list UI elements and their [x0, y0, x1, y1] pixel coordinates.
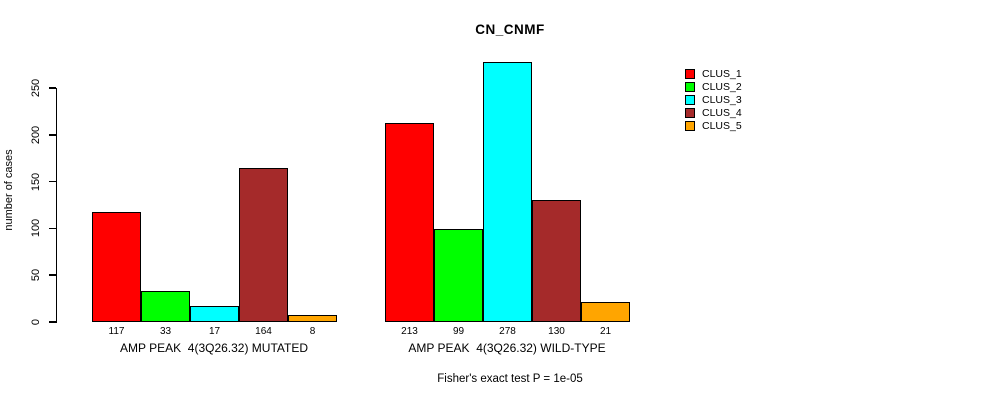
legend-label: CLUS_3	[702, 93, 742, 106]
y-tick-label: 100	[30, 219, 42, 238]
legend-label: CLUS_1	[702, 67, 742, 80]
y-tick-mark	[49, 321, 56, 323]
bar-value-label: 164	[255, 326, 272, 337]
bar-value-label: 278	[499, 326, 516, 337]
legend-swatch	[685, 68, 695, 79]
bar-clus_3-group1	[190, 306, 239, 322]
y-axis-title: number of cases	[3, 149, 15, 231]
bar-clus_4-group1	[239, 168, 288, 322]
legend-swatch	[685, 120, 695, 131]
bar-clus_3-group2	[483, 61, 532, 322]
bar-value-label: 213	[401, 326, 418, 337]
group-label-wildtype: AMP PEAK 4(3Q26.32) WILD-TYPE	[408, 341, 606, 355]
y-axis-line	[55, 88, 57, 323]
y-tick-label: 150	[30, 172, 42, 191]
bar-value-label: 21	[599, 326, 612, 337]
y-tick-label: 50	[30, 269, 42, 282]
legend-item: CLUS_1	[685, 67, 742, 80]
y-tick-mark	[49, 274, 56, 276]
bar-clus_5-group2	[581, 302, 630, 322]
legend-label: CLUS_2	[702, 80, 742, 93]
y-tick-label: 200	[30, 125, 42, 144]
group-label-mutated: AMP PEAK 4(3Q26.32) MUTATED	[119, 341, 309, 355]
bar-clus_2-group2	[434, 229, 483, 322]
bar-clus_2-group1	[141, 291, 190, 322]
legend-swatch	[685, 107, 695, 118]
bar-value-label: 130	[548, 326, 565, 337]
y-tick-label: 250	[30, 78, 42, 98]
bar-value-label: 99	[452, 326, 465, 337]
y-tick-mark	[49, 227, 56, 230]
y-tick-label: 0	[30, 318, 42, 326]
bar-clus_4-group2	[532, 200, 581, 322]
y-tick-mark	[49, 87, 56, 89]
legend-item: CLUS_5	[685, 119, 742, 132]
y-tick-mark	[49, 180, 56, 183]
chart-title: CN_CNMF	[475, 22, 545, 37]
legend-item: CLUS_2	[685, 80, 742, 93]
bar-clus_1-group2	[385, 122, 434, 322]
legend: CLUS_1 CLUS_2 CLUS_3 CLUS_4 CLUS_5	[685, 67, 742, 132]
fisher-test-annotation: Fisher's exact test P = 1e-05	[437, 373, 583, 385]
bar-value-label: 8	[309, 326, 316, 337]
legend-label: CLUS_5	[702, 119, 742, 132]
bar-clus_1-group1	[92, 212, 141, 322]
legend-item: CLUS_4	[685, 106, 742, 119]
y-tick-mark	[49, 134, 56, 136]
legend-label: CLUS_4	[702, 106, 742, 119]
bar-value-label: 33	[159, 326, 172, 337]
legend-swatch	[685, 94, 695, 105]
legend-item: CLUS_3	[685, 93, 742, 106]
bar-value-label: 117	[108, 326, 125, 337]
bar-value-label: 17	[208, 326, 221, 337]
bar-clus_5-group1	[288, 314, 337, 322]
legend-swatch	[685, 81, 695, 92]
